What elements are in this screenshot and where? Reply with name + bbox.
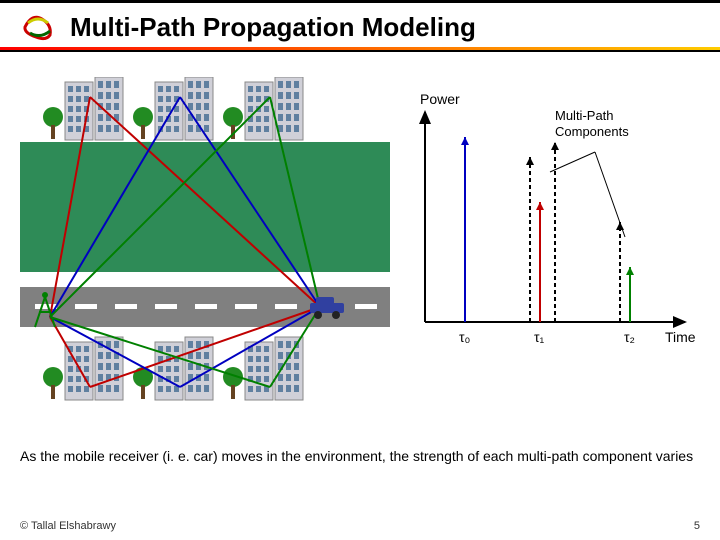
svg-text:Multi-Path: Multi-Path xyxy=(555,108,614,123)
slide-content: Power Time Multi-PathComponents τ₀ τ₁ τ₂ As t… xyxy=(0,52,720,472)
copyright-text: © Tallal Elshabrawy xyxy=(20,520,116,532)
svg-text:τ₂: τ₂ xyxy=(624,329,635,345)
svg-text:Time: Time xyxy=(665,329,696,345)
slide-caption: As the mobile receiver (i. e. car) moves… xyxy=(20,447,700,465)
svg-text:τ₁: τ₁ xyxy=(534,329,545,345)
power-time-chart: Power Time Multi-PathComponents τ₀ τ₁ τ₂ xyxy=(405,82,705,382)
slide-header: Multi-Path Propagation Modeling xyxy=(0,0,720,52)
svg-text:Components: Components xyxy=(555,124,629,139)
slide-footer: © Tallal Elshabrawy 5 xyxy=(20,520,700,532)
svg-text:τ₀: τ₀ xyxy=(459,329,471,345)
page-number: 5 xyxy=(694,520,700,532)
slide-title: Multi-Path Propagation Modeling xyxy=(70,12,476,43)
svg-text:Power: Power xyxy=(420,91,460,107)
propagation-scene xyxy=(20,77,390,407)
logo-icon xyxy=(20,11,58,43)
